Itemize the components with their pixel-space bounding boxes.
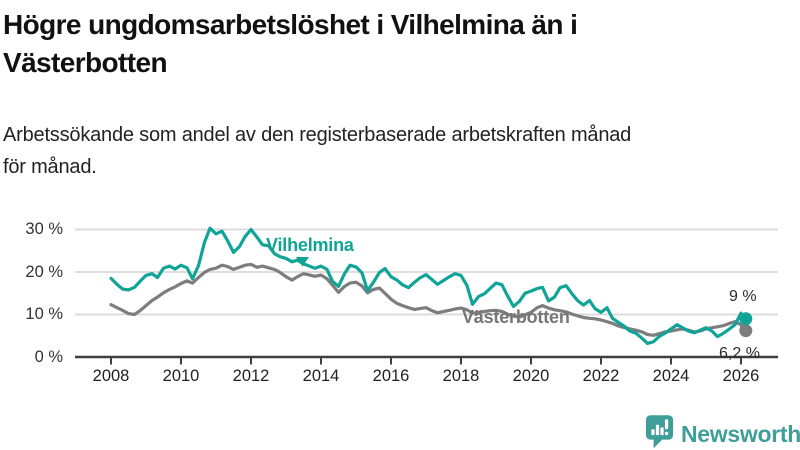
y-tick-label-0: 0 %	[34, 347, 63, 366]
series-line-vilhelmina	[109, 226, 746, 345]
vilhelmina-label-pointer-icon	[296, 257, 309, 267]
chart-subtitle-line-1: Arbetssökande som andel av den registerb…	[3, 124, 632, 146]
end-dot-vilhelmina	[739, 312, 753, 326]
newsworthy-logo-text[interactable]: Newsworthy	[681, 421, 800, 447]
x-tick-label-2020: 2020	[512, 367, 550, 385]
x-tick-label-2014: 2014	[302, 367, 340, 385]
newsworthy-speech-bubble-chart-icon	[645, 414, 674, 450]
page-title-line-1: Högre ungdomsarbetslöshet i Vilhelmina ä…	[3, 9, 578, 40]
x-tick-label-2010: 2010	[162, 367, 200, 385]
x-tick-label-2024: 2024	[652, 367, 690, 385]
series-line-västerbotten	[109, 262, 746, 337]
x-tick-label-2018: 2018	[442, 367, 480, 385]
page-title-line-2: Västerbotten	[3, 47, 168, 78]
end-value-label-vasterbotten: 6,2 %	[719, 345, 760, 362]
x-tick-label-2026: 2026	[722, 367, 760, 385]
newsworthy-logo[interactable]: Newsworthy	[645, 414, 800, 450]
series-label-vilhelmina: Vilhelmina	[266, 235, 354, 255]
end-value-label-vilhelmina: 9 %	[729, 288, 757, 305]
x-tick-label-2016: 2016	[372, 367, 410, 385]
chart-subtitle-line-2: för månad.	[3, 156, 97, 178]
y-tick-label-30: 30 %	[25, 220, 63, 238]
x-tick-label-2012: 2012	[232, 367, 270, 385]
chart-subtitle: Arbetssökande som andel av den registerb…	[3, 119, 631, 183]
x-tick-label-2022: 2022	[582, 367, 620, 385]
end-dot-västerbotten	[739, 324, 753, 338]
page-title: Högre ungdomsarbetslöshet i Vilhelmina ä…	[3, 6, 578, 82]
y-tick-label-10: 10 %	[25, 305, 63, 323]
series-label-vasterbotten: Västerbotten	[462, 307, 570, 327]
x-tick-label-2008: 2008	[92, 367, 130, 385]
y-tick-label-20: 20 %	[25, 262, 63, 281]
